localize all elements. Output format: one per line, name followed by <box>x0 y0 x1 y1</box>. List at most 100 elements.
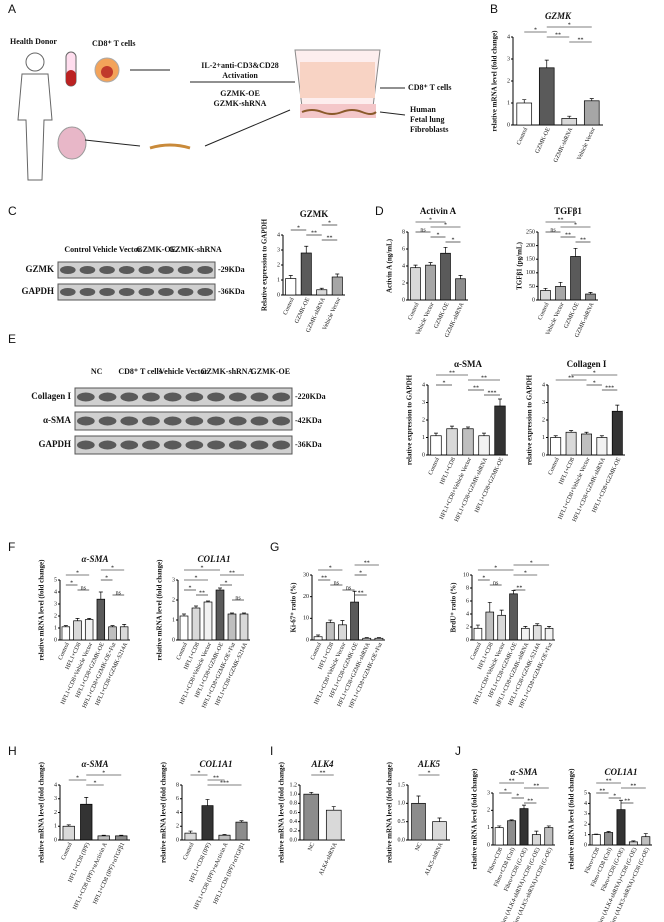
bar <box>215 589 225 641</box>
error-bar <box>319 287 324 290</box>
y-tick-label: 2 <box>172 597 175 603</box>
error-bar <box>328 619 333 623</box>
row-label: GAPDH <box>39 439 72 449</box>
bar <box>316 289 328 296</box>
error-bar <box>631 840 636 842</box>
error-bar <box>63 625 68 627</box>
significance-label: * <box>428 770 431 776</box>
y-tick-label: 2 <box>466 624 469 630</box>
panel-letter: D <box>375 204 384 218</box>
blot-band <box>177 288 194 296</box>
y-axis-label: relative mRNA level (fold change) <box>471 768 479 870</box>
y-tick-label: 1.5 <box>398 782 406 788</box>
significance-label: * <box>70 580 73 586</box>
significance-label: ** <box>509 778 515 784</box>
bar <box>203 601 213 641</box>
y-tick-label: 5 <box>584 790 587 796</box>
significance-label: *** <box>488 390 497 396</box>
significance-label: ** <box>358 590 364 596</box>
error-bar <box>364 637 369 639</box>
y-tick-label: 1 <box>54 625 57 631</box>
significance-label: * <box>482 575 485 581</box>
chart-title: ALK4 <box>310 759 334 769</box>
transwell-medium <box>300 62 375 98</box>
y-tick-label: 0 <box>487 842 490 848</box>
y-tick-label: 8 <box>402 229 405 235</box>
bar <box>362 637 372 641</box>
row-label: GZMK <box>26 264 55 274</box>
lane-label: Control <box>64 245 91 254</box>
y-tick-label: 3 <box>584 811 587 817</box>
y-tick-label: 2 <box>54 613 57 619</box>
y-tick-label: 0 <box>176 837 179 843</box>
lane-label: Vehicle Vector <box>159 367 208 376</box>
significance-label: ** <box>580 237 586 243</box>
y-axis-label: TGFβ1 (pg/mL) <box>516 241 524 289</box>
row-label: α-SMA <box>43 415 72 425</box>
significance-label: ns <box>346 585 352 591</box>
y-tick-label: 1 <box>507 100 510 106</box>
blot-band <box>163 416 182 426</box>
bar <box>494 827 504 846</box>
bar <box>581 433 592 456</box>
error-bar <box>522 99 527 103</box>
significance-label: ** <box>213 775 219 781</box>
blot-band <box>120 440 139 450</box>
y-tick-label: 250 <box>526 229 535 235</box>
significance-label: * <box>444 222 447 228</box>
label: GZMK-OE <box>220 89 260 98</box>
y-tick-label: 4 <box>542 382 545 388</box>
bar <box>497 614 506 641</box>
y-tick-label: 4 <box>54 782 57 788</box>
bar <box>184 832 197 841</box>
blot-band <box>77 416 95 426</box>
error-bar <box>316 634 321 637</box>
y-tick-label: 6 <box>176 796 179 802</box>
chart-title: COL1A1 <box>197 554 230 564</box>
significance-label: * <box>76 775 79 781</box>
bar <box>432 821 447 841</box>
error-bar <box>66 824 71 827</box>
y-tick-label: 4 <box>507 34 510 40</box>
bar <box>583 100 600 126</box>
bar <box>628 841 638 846</box>
error-bar <box>434 432 438 436</box>
significance-label: * <box>102 770 105 776</box>
error-bar <box>466 426 470 429</box>
significance-label: ** <box>320 770 326 776</box>
significance-label: ** <box>630 783 636 789</box>
bar <box>411 802 426 841</box>
chart-title: Activin A <box>420 206 457 216</box>
chart-title: α-SMA <box>82 554 109 564</box>
blot-band <box>272 392 290 402</box>
y-tick-label: 4 <box>277 232 280 238</box>
significance-label: * <box>613 793 616 799</box>
error-bar <box>547 626 552 629</box>
y-axis-label: relative mRNA level (fold change) <box>38 761 46 863</box>
y-tick-label: 10 <box>303 616 309 622</box>
significance-label: *** <box>605 385 614 391</box>
bar <box>239 613 249 641</box>
y-tick-label: 8 <box>176 782 179 788</box>
bar <box>191 607 201 641</box>
panel-letter: J <box>455 744 461 758</box>
bar <box>565 431 577 456</box>
blot-band <box>98 392 117 402</box>
lane-label: GZMK-shRNA <box>200 367 253 376</box>
y-tick-label: 100 <box>526 270 535 276</box>
y-axis-label: Relative expression to GAPDH <box>261 218 269 311</box>
error-bar <box>615 404 620 412</box>
error-bar <box>543 287 548 291</box>
bar <box>538 67 555 126</box>
blot-band <box>272 416 290 426</box>
tube-blood <box>66 70 76 86</box>
error-bar <box>206 600 210 602</box>
y-tick-label: 50 <box>529 284 535 290</box>
significance-label: * <box>516 793 519 799</box>
blot-band <box>120 392 139 402</box>
y-tick-label: 4 <box>176 810 179 816</box>
error-bar <box>239 820 244 823</box>
significance-label: * <box>593 380 596 386</box>
error-bar <box>428 262 433 266</box>
error-bar <box>413 264 418 268</box>
